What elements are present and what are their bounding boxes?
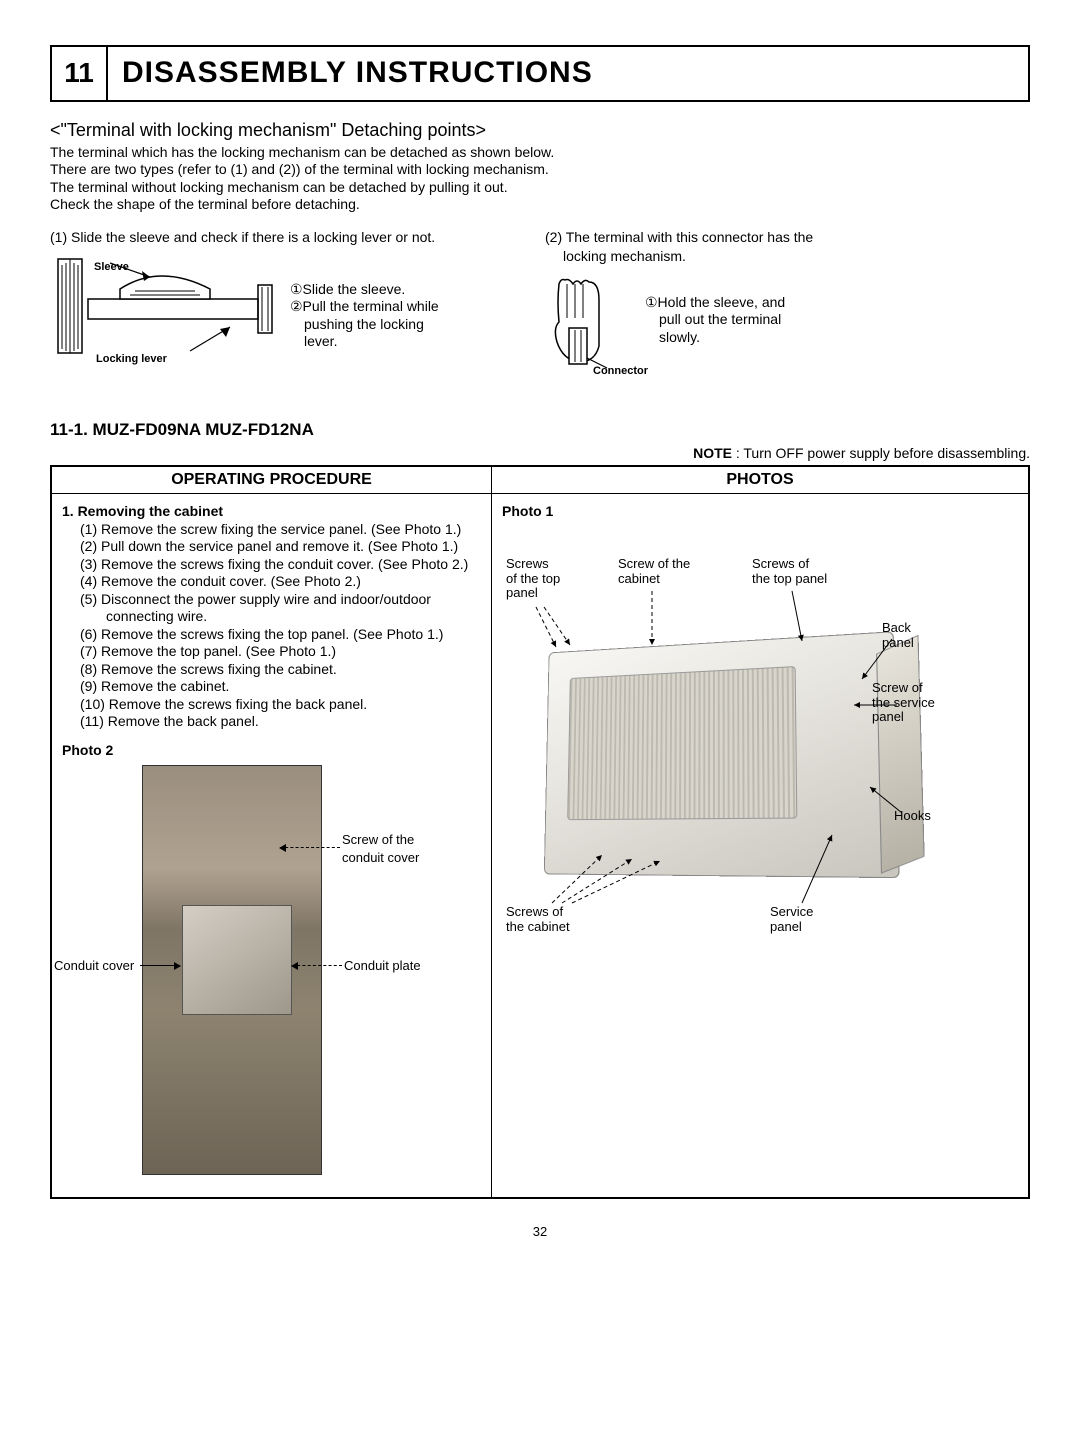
detaching-points-heading: <"Terminal with locking mechanism" Detac…: [50, 118, 1030, 142]
label-conduit-cover: Conduit cover: [54, 957, 134, 975]
procedure-right: Photo 1 Screws of the top panel Screw of…: [492, 494, 1028, 1198]
intro-text: The terminal which has the locking mecha…: [50, 144, 1030, 214]
procedure-left: 1. Removing the cabinet (1) Remove the s…: [52, 494, 492, 1198]
label-screw-service: Screw of the service panel: [872, 681, 935, 726]
label-back-panel: Back panel: [882, 621, 914, 651]
method-2-steps: ①Hold the sleeve, and pull out the termi…: [645, 294, 785, 347]
photo-2-label: Photo 2: [62, 741, 483, 760]
section-title-bar: 11 DISASSEMBLY INSTRUCTIONS: [50, 45, 1030, 102]
procedure-table: OPERATING PROCEDURE PHOTOS 1. Removing t…: [50, 465, 1030, 1199]
section-number: 11: [52, 47, 108, 100]
method-1-steps: ①Slide the sleeve. ②Pull the terminal wh…: [290, 281, 439, 351]
page-number: 32: [50, 1223, 1030, 1241]
method-2-caption: (2) The terminal with this connector has…: [545, 228, 1030, 266]
section-title: DISASSEMBLY INSTRUCTIONS: [108, 47, 1028, 100]
terminal-methods: (1) Slide the sleeve and check if there …: [50, 228, 1030, 397]
connector-label: Connector: [593, 364, 683, 379]
procedure-header: OPERATING PROCEDURE PHOTOS: [52, 467, 1028, 494]
locking-lever-label: Locking lever: [96, 352, 326, 367]
label-service-panel: Service panel: [770, 905, 813, 935]
method-2-diagram: Connector: [545, 272, 635, 392]
col-header-procedure: OPERATING PROCEDURE: [52, 467, 492, 493]
method-2: (2) The terminal with this connector has…: [545, 228, 1030, 397]
method-1-diagram: Sleeve Locking lever: [50, 253, 280, 398]
col-header-photos: PHOTOS: [492, 467, 1028, 493]
photo-2: Screw of the conduit cover Conduit cover…: [62, 765, 483, 1185]
sleeve-label: Sleeve: [94, 260, 324, 275]
photo-1-label: Photo 1: [502, 502, 1018, 521]
label-screws-cabinet: Screws of the cabinet: [506, 905, 570, 935]
note-line: NOTE : Turn OFF power supply before disa…: [50, 444, 1030, 463]
label-conduit-plate: Conduit plate: [344, 957, 421, 975]
procedure-step-title: 1. Removing the cabinet: [62, 502, 483, 521]
label-screw-conduit: Screw of the conduit cover: [342, 831, 419, 866]
photo-1: Screws of the top panel Screw of the cab…: [502, 525, 1018, 945]
label-hooks: Hooks: [894, 809, 931, 824]
method-1: (1) Slide the sleeve and check if there …: [50, 228, 535, 397]
method-1-caption: (1) Slide the sleeve and check if there …: [50, 228, 535, 247]
model-heading: 11-1. MUZ-FD09NA MUZ-FD12NA: [50, 419, 1030, 442]
procedure-steps: (1) Remove the screw fixing the service …: [62, 521, 483, 731]
